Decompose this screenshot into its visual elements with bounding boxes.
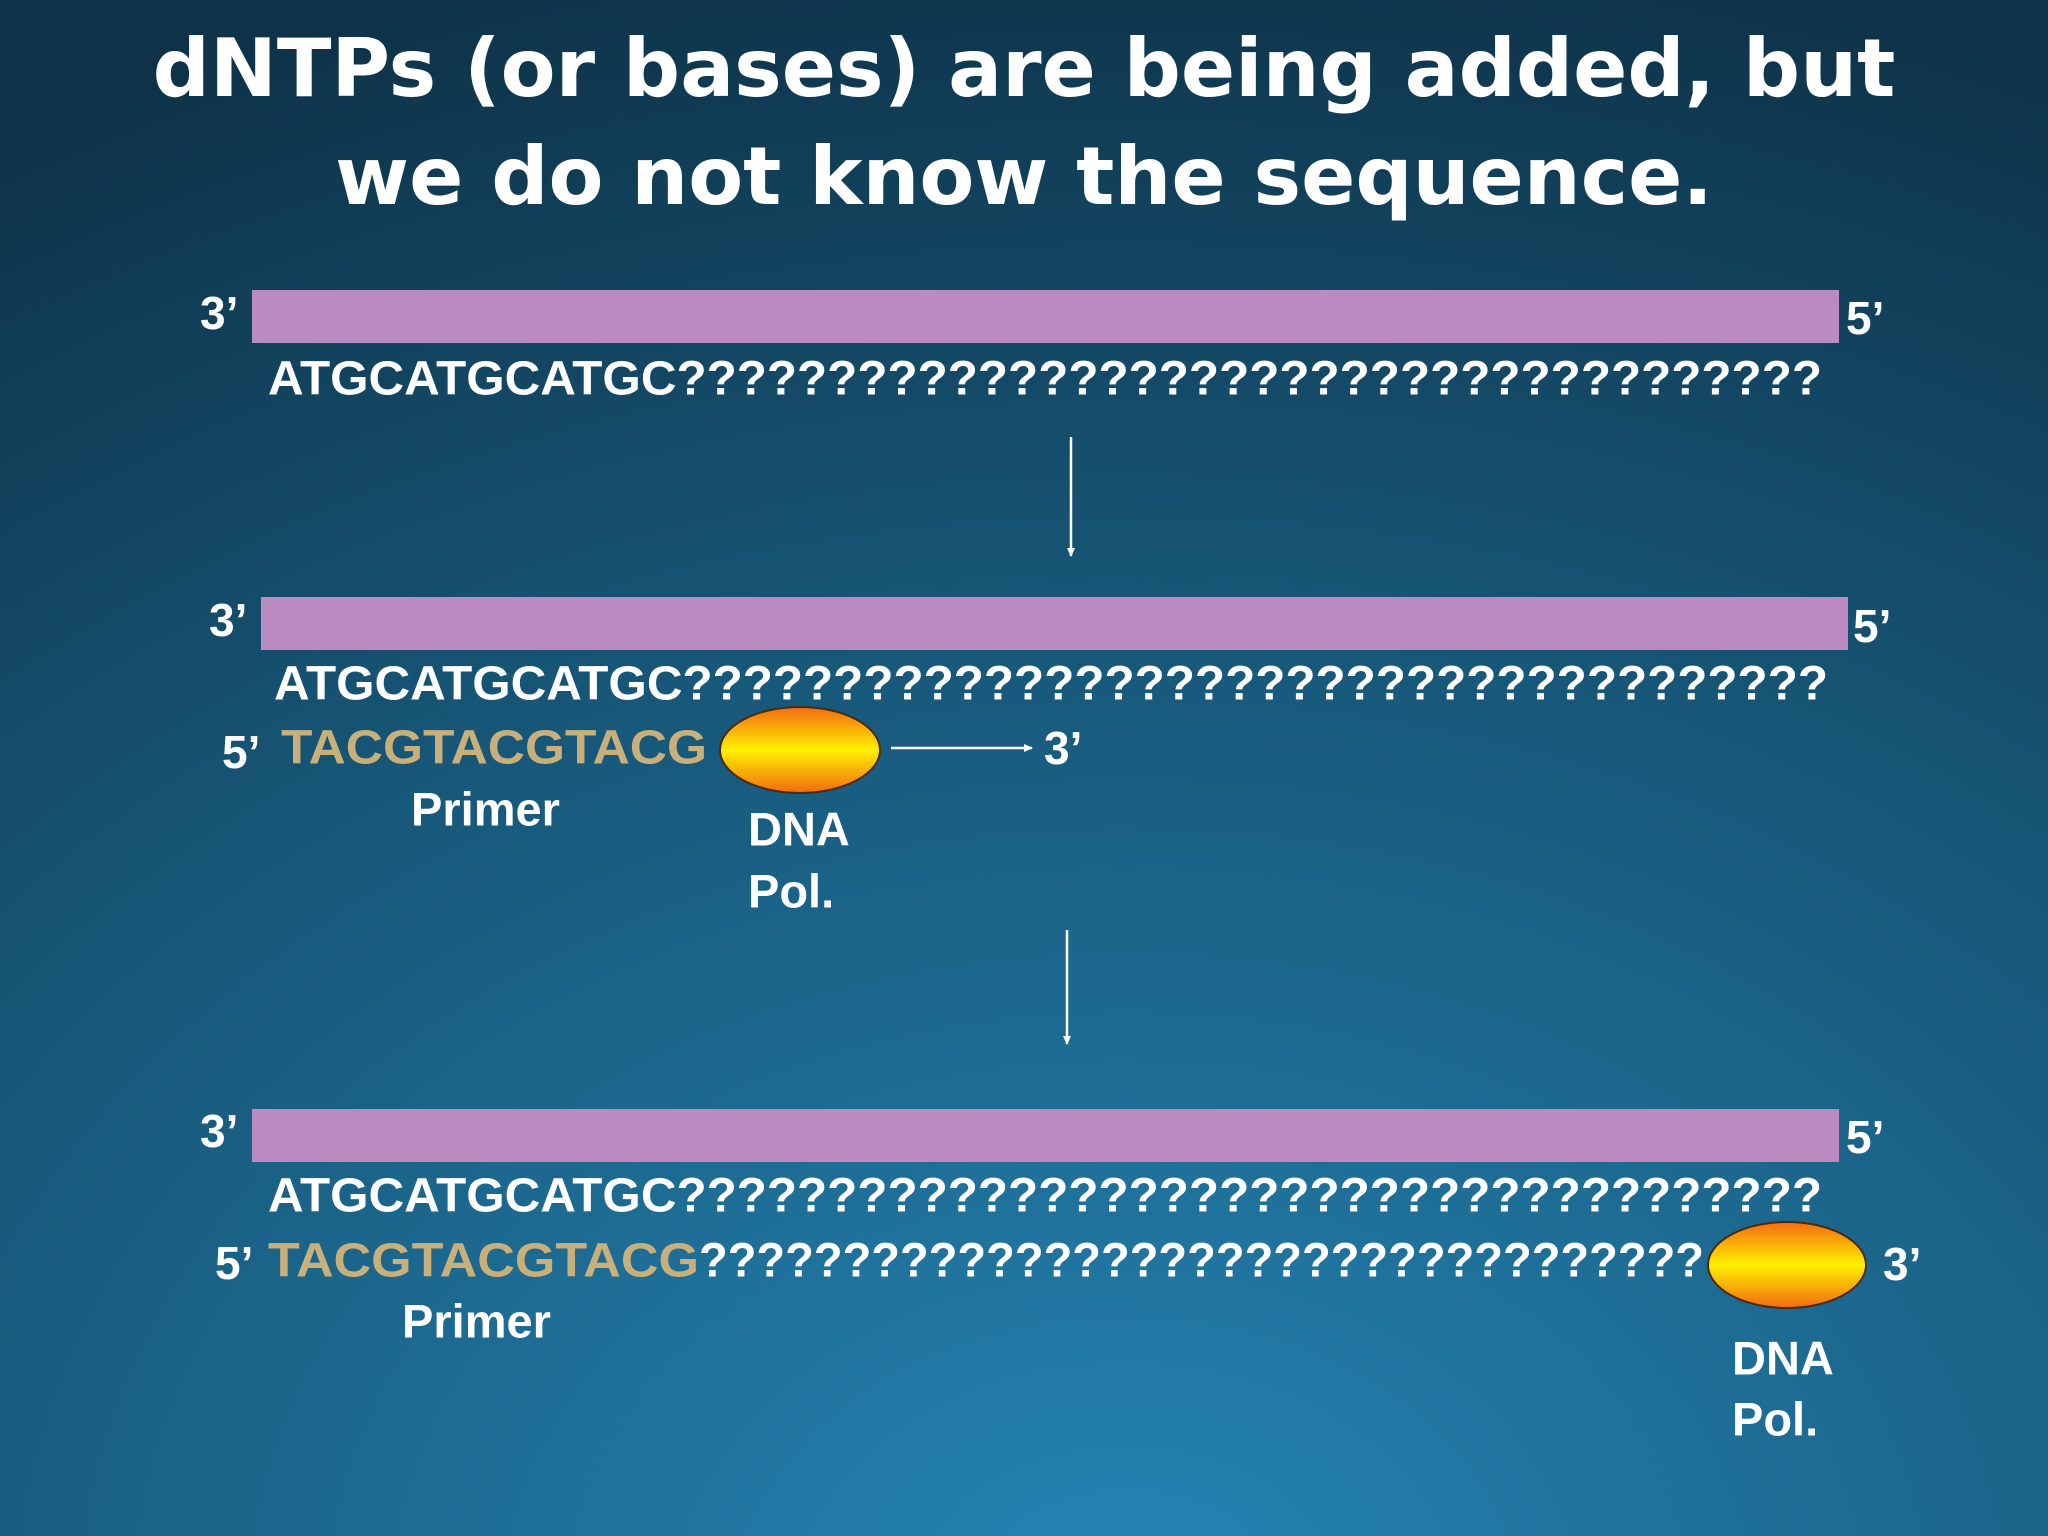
- primer-label: Primer: [411, 782, 560, 835]
- primer-sequence: TACGTACGTACG: [281, 722, 707, 775]
- new-strand-sequence: ???????????????????????????????????: [699, 1235, 1704, 1288]
- template-strand: [252, 1109, 1839, 1162]
- strand-end: 5’: [1846, 292, 1884, 344]
- polymerase-label: DNA: [748, 802, 850, 855]
- strand-end: 3’: [209, 594, 247, 646]
- dna-polymerase: [1707, 1221, 1867, 1309]
- primer-sequence: TACGTACGTACG: [268, 1235, 699, 1288]
- polymerase-label: Pol.: [1732, 1392, 1818, 1445]
- template-sequence: ATGCATGCATGC????????????????????????????…: [268, 353, 1822, 406]
- strand-end: 3’: [200, 1105, 238, 1157]
- title-line: dNTPs (or bases) are being added, but: [153, 22, 1896, 115]
- template-sequence: ATGCATGCATGC????????????????????????????…: [268, 1170, 1822, 1223]
- primer-label: Primer: [402, 1294, 551, 1347]
- template-strand: [252, 290, 1839, 343]
- strand-end: 3’: [1044, 722, 1082, 774]
- primer-end: 5’: [215, 1237, 253, 1289]
- template-sequence: ATGCATGCATGC????????????????????????????…: [274, 658, 1828, 711]
- strand-end: 5’: [1846, 1111, 1884, 1163]
- primer-end: 5’: [222, 726, 260, 778]
- strand-end: 5’: [1853, 600, 1891, 652]
- strand-end: 3’: [200, 287, 238, 339]
- title-line: we do not know the sequence.: [335, 130, 1713, 223]
- polymerase-label: Pol.: [748, 864, 834, 917]
- dna-polymerase: [719, 706, 881, 794]
- template-strand: [261, 597, 1848, 650]
- strand-end: 3’: [1883, 1238, 1921, 1290]
- polymerase-label: DNA: [1732, 1331, 1834, 1384]
